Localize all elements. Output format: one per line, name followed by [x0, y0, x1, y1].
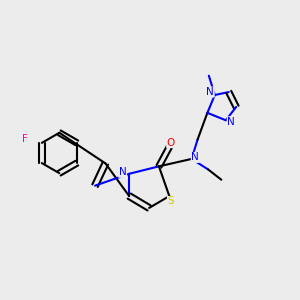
Text: N: N: [227, 117, 235, 127]
Text: F: F: [22, 134, 28, 144]
Text: S: S: [167, 196, 174, 206]
Text: N: N: [119, 167, 127, 177]
Text: N: N: [206, 87, 214, 97]
Text: O: O: [167, 138, 175, 148]
Text: N: N: [191, 152, 199, 162]
